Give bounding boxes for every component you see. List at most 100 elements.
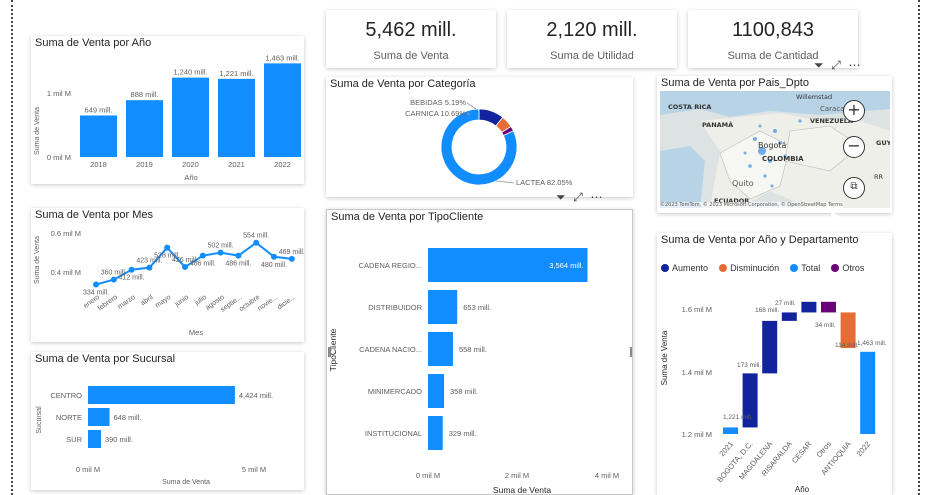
- data-label: 486 mill.: [190, 261, 216, 268]
- bar[interactable]: [428, 290, 458, 324]
- data-label: 648 mill.: [114, 413, 142, 422]
- map-label: Caracas: [820, 105, 849, 113]
- data-point[interactable]: [235, 252, 242, 259]
- chart-venta-sucursal[interactable]: Suma de Venta por Sucursal Sucursal 4,42…: [31, 352, 304, 490]
- bar[interactable]: [264, 63, 301, 158]
- data-label: 34 mill.: [815, 322, 836, 329]
- waterfall-bar[interactable]: [762, 320, 778, 374]
- bar[interactable]: [428, 248, 588, 282]
- bar[interactable]: [88, 408, 110, 426]
- resize-handle[interactable]: [630, 347, 633, 357]
- map-label: Bogotá: [758, 141, 787, 150]
- legend-item[interactable]: Aumento: [661, 263, 708, 273]
- x-tick: junio: [173, 294, 190, 309]
- bar[interactable]: [218, 78, 255, 157]
- waterfall-bar[interactable]: [840, 312, 856, 349]
- bar[interactable]: [126, 100, 163, 157]
- series-line[interactable]: [95, 241, 292, 286]
- map-selection-button[interactable]: ⧉: [843, 177, 865, 199]
- visual-header: ⏷ ⤢ ⋯: [814, 58, 861, 73]
- map-label: Willemstad: [796, 93, 833, 101]
- y-tick: 0.4 mil M: [51, 268, 81, 277]
- x-axis-label: Año: [184, 173, 197, 182]
- map-label: COSTA RICA: [668, 103, 712, 111]
- data-label: 1,463 mill.: [265, 53, 299, 62]
- map-label: Quito: [732, 179, 754, 188]
- data-point[interactable]: [93, 281, 99, 288]
- bar[interactable]: [428, 416, 443, 450]
- y-tick: SUR: [66, 435, 82, 444]
- waterfall-bar[interactable]: [742, 373, 758, 428]
- waterfall-bar[interactable]: [781, 312, 797, 321]
- resize-handle[interactable]: [328, 347, 331, 357]
- data-point[interactable]: [110, 276, 117, 283]
- data-point[interactable]: [164, 244, 171, 251]
- map-label: RR: [874, 173, 884, 181]
- x-axis-label: Suma de Venta: [493, 485, 551, 495]
- y-tick: 0 mil M: [47, 153, 71, 162]
- x-tick: 4 mil M: [595, 471, 619, 480]
- data-point[interactable]: [288, 255, 295, 262]
- bar[interactable]: [428, 332, 453, 366]
- data-point[interactable]: [182, 264, 188, 271]
- data-label: 1,240 mill.: [173, 68, 207, 77]
- chart-venta-pais[interactable]: Suma de Venta por Pais_Dpto COSTA RICA P…: [657, 76, 892, 213]
- y-tick: 1.2 mil M: [682, 430, 712, 439]
- chart-venta-anio[interactable]: Suma de Venta por Año Suma de Venta 1 mi…: [31, 36, 304, 184]
- waterfall-bar[interactable]: [821, 301, 836, 313]
- data-label: 486 mill.: [225, 261, 251, 268]
- legend-item[interactable]: Total: [790, 263, 820, 273]
- chart-venta-categoria[interactable]: Suma de Venta por Categoría BEBIDAS 5.19…: [326, 77, 633, 197]
- chart-venta-tipocliente[interactable]: Suma de Venta por TipoCliente TipoClient…: [326, 209, 633, 495]
- data-point[interactable]: [253, 239, 260, 246]
- filter-icon[interactable]: ⏷: [556, 190, 566, 204]
- data-point[interactable]: [199, 252, 206, 259]
- x-tick: 2021: [717, 440, 735, 459]
- donut-slice[interactable]: [501, 125, 514, 137]
- data-label: 4,424 mill.: [239, 391, 273, 400]
- bar[interactable]: [428, 374, 445, 408]
- kpi-card-venta[interactable]: 5,462 mill. Suma de Venta: [326, 10, 496, 68]
- data-label: 649 mill.: [85, 105, 113, 114]
- bar[interactable]: [80, 115, 117, 157]
- waterfall-bar[interactable]: [860, 351, 876, 434]
- data-point[interactable]: [271, 253, 277, 260]
- data-label: 554 mill.: [243, 233, 269, 240]
- y-tick: CADENA NACIO...: [359, 345, 422, 354]
- zoom-in-button[interactable]: +: [843, 100, 865, 122]
- legend-dot-icon: [661, 264, 669, 272]
- data-label: 426 mill.: [172, 257, 198, 264]
- x-axis-label: Suma de Venta: [162, 479, 210, 486]
- kpi-card-utilidad[interactable]: 2,120 mill. Suma de Utilidad: [507, 10, 677, 68]
- data-label: 469 mill.: [279, 249, 304, 256]
- more-options-icon[interactable]: ⋯: [590, 190, 603, 204]
- kpi-card-cantidad[interactable]: 1100,843 Suma de Cantidad: [688, 10, 858, 68]
- waterfall-bar[interactable]: [801, 301, 817, 313]
- donut-slice[interactable]: [440, 108, 518, 186]
- legend-item[interactable]: Disminución: [719, 263, 779, 273]
- legend-dot-icon: [719, 264, 728, 272]
- data-point[interactable]: [146, 264, 153, 271]
- x-tick: 0 mil M: [76, 465, 100, 474]
- x-tick: 0 mil M: [416, 471, 440, 480]
- data-point[interactable]: [128, 266, 135, 273]
- slice-label-carnica: CARNICA 10.69%: [405, 109, 466, 118]
- focus-mode-icon[interactable]: ⤢: [573, 190, 583, 204]
- y-axis-label: Suma de Venta: [34, 107, 41, 155]
- bar[interactable]: [88, 386, 235, 404]
- data-point[interactable]: [217, 249, 224, 256]
- map-label: GUY: [876, 139, 890, 147]
- waterfall-bar[interactable]: [723, 427, 738, 434]
- legend-item[interactable]: Otros: [831, 263, 864, 273]
- chart-venta-mes[interactable]: Suma de Venta por Mes Suma de Venta 0.6 …: [31, 208, 304, 342]
- bar[interactable]: [88, 430, 101, 448]
- map-canvas[interactable]: COSTA RICA PANAMÁ VENEZUELA COLOMBIA Bog…: [660, 91, 890, 208]
- chart-venta-anio-depto[interactable]: Suma de Venta por Año y Departamento Aum…: [657, 233, 892, 495]
- focus-mode-icon[interactable]: ⤢: [831, 58, 841, 72]
- bar[interactable]: [172, 77, 209, 157]
- zoom-out-button[interactable]: −: [843, 136, 865, 158]
- more-options-icon[interactable]: ⋯: [848, 58, 861, 72]
- x-tick: dicie...: [276, 294, 297, 311]
- kpi-value: 2,120 mill.: [546, 19, 638, 41]
- filter-icon[interactable]: ⏷: [814, 58, 824, 72]
